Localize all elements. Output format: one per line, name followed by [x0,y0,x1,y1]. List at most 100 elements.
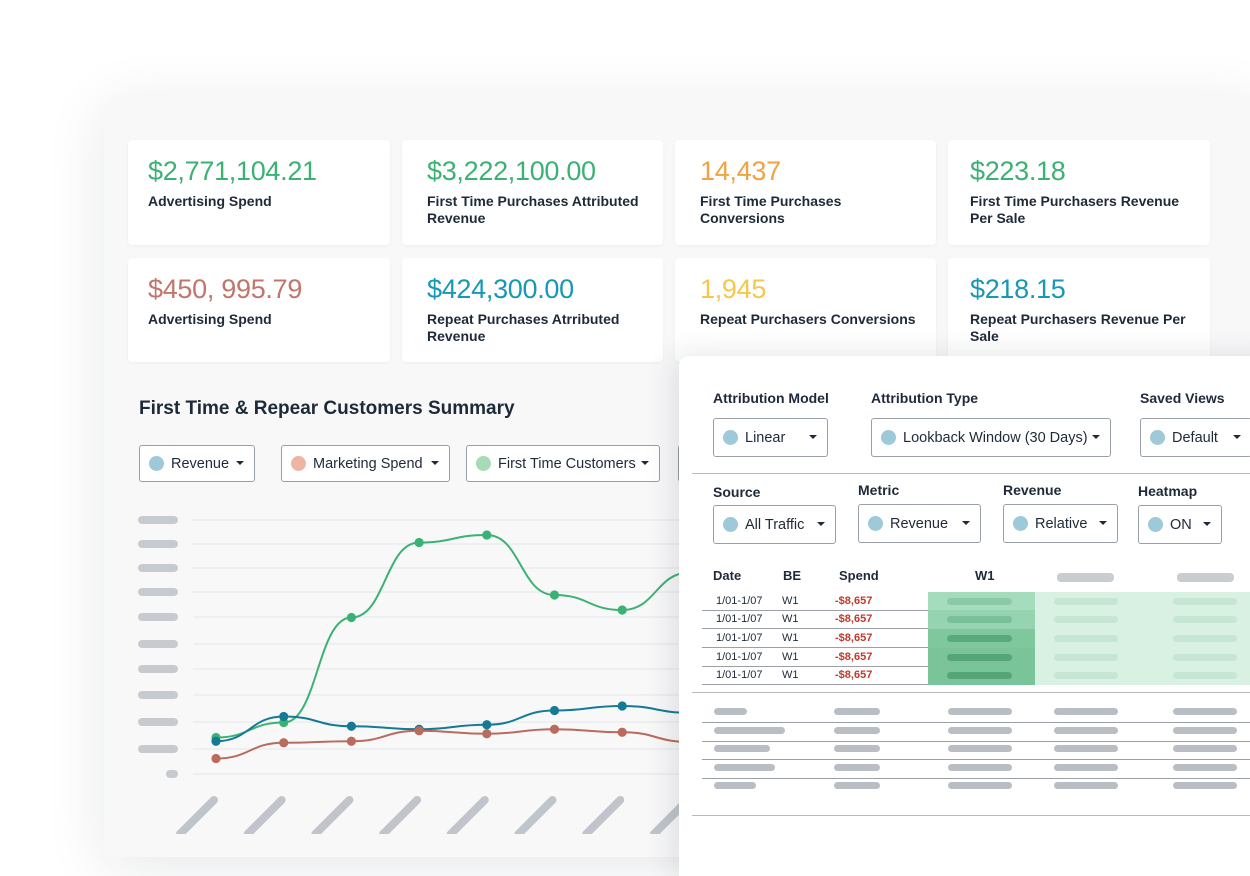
kpi-card: 14,437 First Time Purchases Conversions [675,140,936,245]
status-dot [868,516,883,531]
column-header-date[interactable]: Date [713,568,742,583]
dropdown-value: Lookback Window (30 Days) [903,429,1088,446]
metric-dropdown[interactable]: Revenue [858,504,981,543]
cell-placeholder [1173,635,1237,642]
cell-placeholder [1054,672,1118,679]
kpi-label: First Time Purchasers Revenue Per Sale [970,193,1180,226]
cell-placeholder [1054,598,1118,605]
kpi-value: $424,300.00 [427,274,574,304]
kpi-card: $2,771,104.21 Advertising Spend [128,140,390,245]
cell-placeholder [714,764,775,771]
column-header-spend[interactable]: Spend [839,568,879,583]
cell-placeholder [1054,616,1118,623]
source-label: Source [713,484,761,500]
heatmap-value-placeholder [947,654,1012,661]
row-divider [702,741,1250,742]
source-dropdown[interactable]: All Traffic [713,505,836,544]
caret-down-icon [962,521,970,525]
column-header-placeholder [1057,573,1114,582]
row-divider [702,778,1250,779]
kpi-label: Repeat Purchasers Conversions [700,311,916,327]
table-cell-be: W1 [782,632,799,644]
marketing-spend-filter-dropdown[interactable]: Marketing Spend [281,445,450,482]
kpi-card: $218.15 Repeat Purchasers Revenue Per Sa… [948,258,1210,362]
kpi-value: $450, 995.79 [148,274,303,304]
row-divider [702,666,928,667]
kpi-label: First Time Purchases Conversions [700,193,842,226]
cell-placeholder [714,727,785,734]
status-dot [723,517,738,532]
table-cell-spend: -$8,657 [835,632,873,644]
legend-dot [149,456,164,471]
revenue-label: Revenue [1003,482,1062,498]
kpi-label: Repeat Purchasers Revenue Per Sale [970,311,1186,344]
kpi-value: 1,945 [700,274,767,304]
kpi-label: Repeat Purchases Atrributed Revenue [427,311,620,344]
table-cell-date: 1/01-1/07 [716,613,763,625]
status-dot [1150,430,1165,445]
heatmap-label: Heatmap [1138,483,1198,499]
cell-placeholder [1173,654,1237,661]
first-time-customers-filter-dropdown[interactable]: First Time Customers [466,445,660,482]
table-cell-spend: -$8,657 [835,613,873,625]
caret-down-icon [1099,521,1107,525]
cell-placeholder [1173,616,1237,623]
cell-placeholder [834,745,880,752]
cell-placeholder [1054,782,1118,789]
saved-views-label: Saved Views [1140,390,1225,406]
kpi-value: 14,437 [700,156,781,186]
section-title: First Time & Repear Customers Summary [139,398,515,419]
attribution-model-dropdown[interactable]: Linear [713,418,828,457]
kpi-card: $424,300.00 Repeat Purchases Atrributed … [402,258,663,362]
revenue-filter-dropdown[interactable]: Revenue [139,445,255,482]
kpi-value: $223.18 [970,156,1066,186]
kpi-card: $3,222,100.00 First Time Purchases Attri… [402,140,663,245]
kpi-value: $218.15 [970,274,1066,304]
table-cell-be: W1 [782,651,799,663]
status-dot [723,430,738,445]
status-dot [881,430,896,445]
revenue-mode-dropdown[interactable]: Relative [1003,504,1118,543]
cell-placeholder [1054,764,1118,771]
kpi-label: Advertising Spend [148,193,272,209]
dropdown-value: All Traffic [745,516,805,533]
saved-views-dropdown[interactable]: Default [1140,418,1250,457]
kpi-label: Advertising Spend [148,311,272,327]
caret-down-icon [431,461,439,465]
status-dot [1013,516,1028,531]
caret-down-icon [641,461,649,465]
cell-placeholder [1054,635,1118,642]
cell-placeholder [834,708,880,715]
row-divider [702,610,928,611]
kpi-card: 1,945 Repeat Purchasers Conversions [675,258,936,362]
cell-placeholder [1054,654,1118,661]
dropdown-value: Revenue [890,515,949,532]
row-divider [702,628,928,629]
table-cell-date: 1/01-1/07 [716,651,763,663]
kpi-card: $223.18 First Time Purchasers Revenue Pe… [948,140,1210,245]
cell-placeholder [948,782,1012,789]
status-dot [1148,517,1163,532]
attribution-model-label: Attribution Model [713,390,829,406]
attribution-type-dropdown[interactable]: Lookback Window (30 Days) [871,418,1111,457]
column-header-be[interactable]: BE [783,568,802,583]
dropdown-value: Default [1172,429,1218,446]
row-divider [702,647,928,648]
cell-placeholder [1173,745,1237,752]
column-header-w1[interactable]: W1 [975,568,995,583]
divider [692,692,1250,693]
row-divider [702,722,1250,723]
dropdown-value: Linear [745,429,786,446]
caret-down-icon [1203,522,1211,526]
heatmap-dropdown[interactable]: ON [1138,505,1222,544]
dropdown-label: Revenue [171,455,230,472]
metric-label: Metric [858,482,900,498]
dropdown-value: ON [1170,516,1192,533]
row-divider [702,684,928,685]
cell-placeholder [714,782,756,789]
cell-placeholder [948,764,1012,771]
table-cell-spend: -$8,657 [835,669,873,681]
caret-down-icon [809,435,817,439]
table-cell-spend: -$8,657 [835,651,873,663]
table-cell-be: W1 [782,595,799,607]
